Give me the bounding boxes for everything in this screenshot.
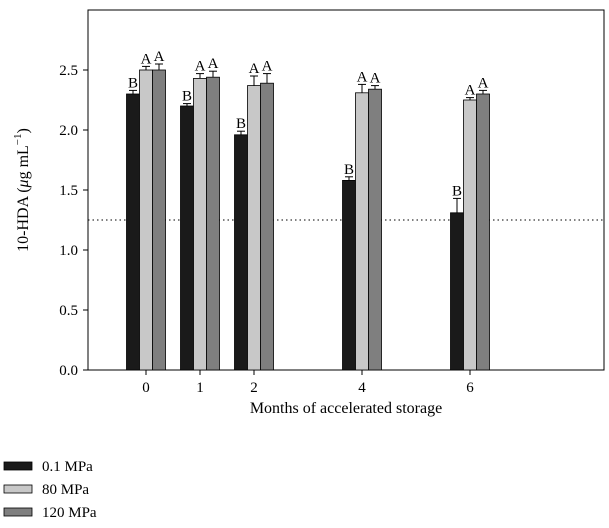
significance-letter: A	[370, 71, 381, 87]
significance-letter: B	[236, 116, 246, 132]
significance-letter: B	[452, 183, 462, 199]
significance-letter: A	[195, 59, 206, 75]
legend-swatch	[3, 461, 33, 471]
bar	[450, 212, 464, 371]
significance-letter: A	[141, 51, 152, 67]
y-axis-label: 10-HDA (μg mL−1)	[12, 128, 32, 252]
x-tick-label: 2	[250, 380, 258, 396]
bars: BA ABA ABA ABA ABA A	[126, 49, 490, 371]
significance-letter: B	[128, 75, 138, 91]
significance-letter: A	[262, 59, 273, 75]
legend-label: 120 MPa	[42, 505, 97, 521]
y-tick-label: 1.5	[59, 183, 78, 199]
bar	[476, 93, 490, 371]
bar	[180, 105, 194, 371]
significance-letter: A	[154, 49, 165, 65]
bar	[368, 88, 382, 371]
legend-label: 80 MPa	[42, 482, 89, 498]
significance-letter: A	[478, 75, 489, 91]
significance-letter: B	[182, 89, 192, 105]
significance-letter: A	[357, 69, 368, 85]
bar	[152, 69, 166, 371]
significance-letter: A	[208, 56, 219, 72]
y-tick-label: 2.5	[59, 63, 78, 79]
bar	[139, 69, 153, 371]
significance-letter: B	[344, 162, 354, 178]
bar	[342, 179, 356, 371]
bar	[206, 76, 220, 371]
axes: 0.0 0.5 1.0 1.5 2.0 2.5 0 1 2 4 6	[59, 9, 605, 396]
y-tick-label: 0.5	[59, 303, 78, 319]
legend-label: 0.1 MPa	[42, 459, 93, 475]
y-tick-label: 2.0	[59, 123, 78, 139]
x-tick-label: 6	[466, 380, 474, 396]
bar	[193, 78, 207, 371]
y-tick-label: 0.0	[59, 363, 78, 379]
bar	[234, 134, 248, 371]
bar	[355, 92, 369, 371]
axis-labels: Months of accelerated storage 10-HDA (μg …	[12, 128, 442, 417]
significance-letter: A	[465, 83, 476, 99]
x-axis-label: Months of accelerated storage	[250, 400, 442, 417]
bar	[463, 99, 477, 371]
x-tick-label: 4	[358, 380, 366, 396]
bar	[126, 93, 140, 371]
bar	[247, 85, 261, 371]
y-tick-label: 1.0	[59, 243, 78, 259]
legend: 0.1 MPa 80 MPa 120 MPa	[3, 459, 97, 521]
bar	[260, 82, 274, 371]
legend-swatch	[3, 484, 33, 494]
x-tick-label: 1	[196, 380, 204, 396]
significance-letter: A	[249, 61, 260, 77]
x-tick-label: 0	[142, 380, 150, 396]
legend-swatch	[3, 507, 33, 517]
